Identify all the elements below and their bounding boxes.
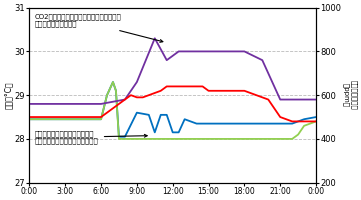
Y-axis label: 温度［°C］: 温度［°C］: [4, 81, 13, 109]
Y-axis label: 二酸化炭素濃度
［ppm］: 二酸化炭素濃度 ［ppm］: [343, 80, 357, 110]
Text: CO2濃度：換気量適正化・照明半灯も実施
　空調機半分停止のみ: CO2濃度：換気量適正化・照明半灯も実施 空調機半分停止のみ: [35, 13, 163, 42]
Text: 室内温度：空調機半分停止のみ
　換気量適正化・照明半灯も実施: 室内温度：空調機半分停止のみ 換気量適正化・照明半灯も実施: [35, 130, 147, 144]
